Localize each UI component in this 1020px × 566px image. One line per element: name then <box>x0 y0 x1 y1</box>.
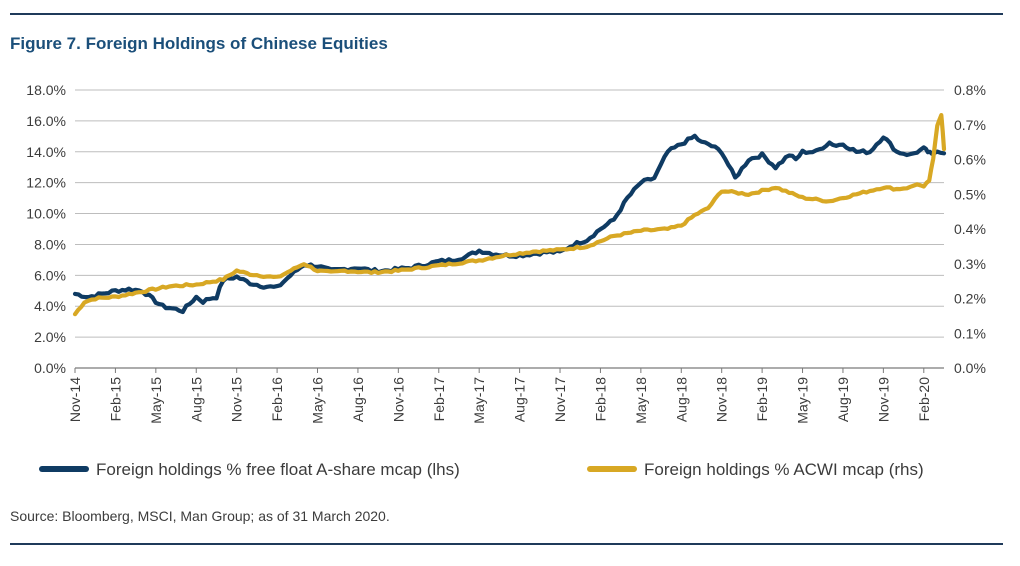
y-left-tick-label: 8.0% <box>34 236 66 252</box>
x-tick-label: Feb-18 <box>592 377 608 422</box>
y-left-tick-label: 10.0% <box>26 206 66 222</box>
gridlines <box>75 89 944 369</box>
x-tick-label: Feb-17 <box>431 377 447 422</box>
legend-item-acwi: Foreign holdings % ACWI mcap (rhs) <box>587 460 924 479</box>
x-tick-label: Aug-15 <box>188 377 204 422</box>
x-tick-label: Nov-19 <box>875 377 891 422</box>
legend-label: Foreign holdings % free float A-share mc… <box>96 460 460 479</box>
y-right-tick-label: 0.0% <box>954 360 986 376</box>
source-note: Source: Bloomberg, MSCI, Man Group; as o… <box>10 508 390 524</box>
y-right-tick-label: 0.7% <box>954 117 986 133</box>
x-tick-label: May-15 <box>148 377 164 424</box>
x-tick-label: Nov-15 <box>229 377 245 422</box>
x-tick-label: May-18 <box>633 377 649 424</box>
y-left-tick-label: 18.0% <box>26 82 66 98</box>
y-right-tick-label: 0.5% <box>954 186 986 202</box>
series-lines <box>72 113 947 317</box>
series-line-foreign-holdings-a-share <box>72 133 947 315</box>
y-left-tick-label: 12.0% <box>26 175 66 191</box>
y-left-tick-label: 14.0% <box>26 144 66 160</box>
y-left-tick-label: 0.0% <box>34 360 66 376</box>
x-tick-label: Aug-16 <box>350 377 366 422</box>
y-right-tick-label: 0.8% <box>954 82 986 98</box>
chart: 0.0% 2.0% 4.0% 6.0% 8.0% 10.0% 12.0% 14.0% 16.0%… <box>26 82 986 479</box>
y-left-tick-label: 4.0% <box>34 298 66 314</box>
x-axis-ticks: Nov-14 Feb-15 May-15 Aug-15 Nov-15 Feb-16 May-… <box>67 368 932 424</box>
y-left-tick-label: 16.0% <box>26 113 66 129</box>
x-tick-label: Aug-19 <box>835 377 851 422</box>
x-tick-label: Nov-16 <box>390 377 406 422</box>
figure-title: Figure 7. Foreign Holdings of Chinese Eq… <box>10 34 388 53</box>
x-tick-label: May-17 <box>471 377 487 424</box>
legend: Foreign holdings % free float A-share mc… <box>39 460 924 479</box>
x-tick-label: Nov-18 <box>714 377 730 422</box>
y-left-tick-label: 6.0% <box>34 267 66 283</box>
y-left-tick-label: 2.0% <box>34 329 66 345</box>
y-right-tick-label: 0.4% <box>954 221 986 237</box>
x-tick-label: Nov-14 <box>67 377 83 422</box>
top-rule <box>10 13 1003 15</box>
left-axis-ticks: 0.0% 2.0% 4.0% 6.0% 8.0% 10.0% 12.0% 14.0% 16.0%… <box>26 82 66 376</box>
x-tick-label: Nov-17 <box>552 377 568 422</box>
x-tick-label: Feb-20 <box>916 377 932 422</box>
legend-item-a-share: Foreign holdings % free float A-share mc… <box>39 460 460 479</box>
y-right-tick-label: 0.3% <box>954 256 986 272</box>
right-axis-ticks: 0.0% 0.1% 0.2% 0.3% 0.4% 0.5% 0.6% 0.7% 0.8% <box>954 82 986 376</box>
y-right-tick-label: 0.1% <box>954 325 986 341</box>
series-line-foreign-holdings-acwi <box>72 113 947 317</box>
x-tick-label: Feb-19 <box>754 377 770 422</box>
x-tick-label: May-16 <box>310 377 326 424</box>
x-tick-label: Feb-16 <box>269 377 285 422</box>
x-tick-label: Aug-18 <box>673 377 689 422</box>
y-right-tick-label: 0.6% <box>954 152 986 168</box>
x-tick-label: Aug-17 <box>512 377 528 422</box>
y-right-tick-label: 0.2% <box>954 291 986 307</box>
x-tick-label: Feb-15 <box>107 377 123 422</box>
x-tick-label: May-19 <box>795 377 811 424</box>
bottom-rule <box>10 543 1003 545</box>
legend-label: Foreign holdings % ACWI mcap (rhs) <box>644 460 924 479</box>
